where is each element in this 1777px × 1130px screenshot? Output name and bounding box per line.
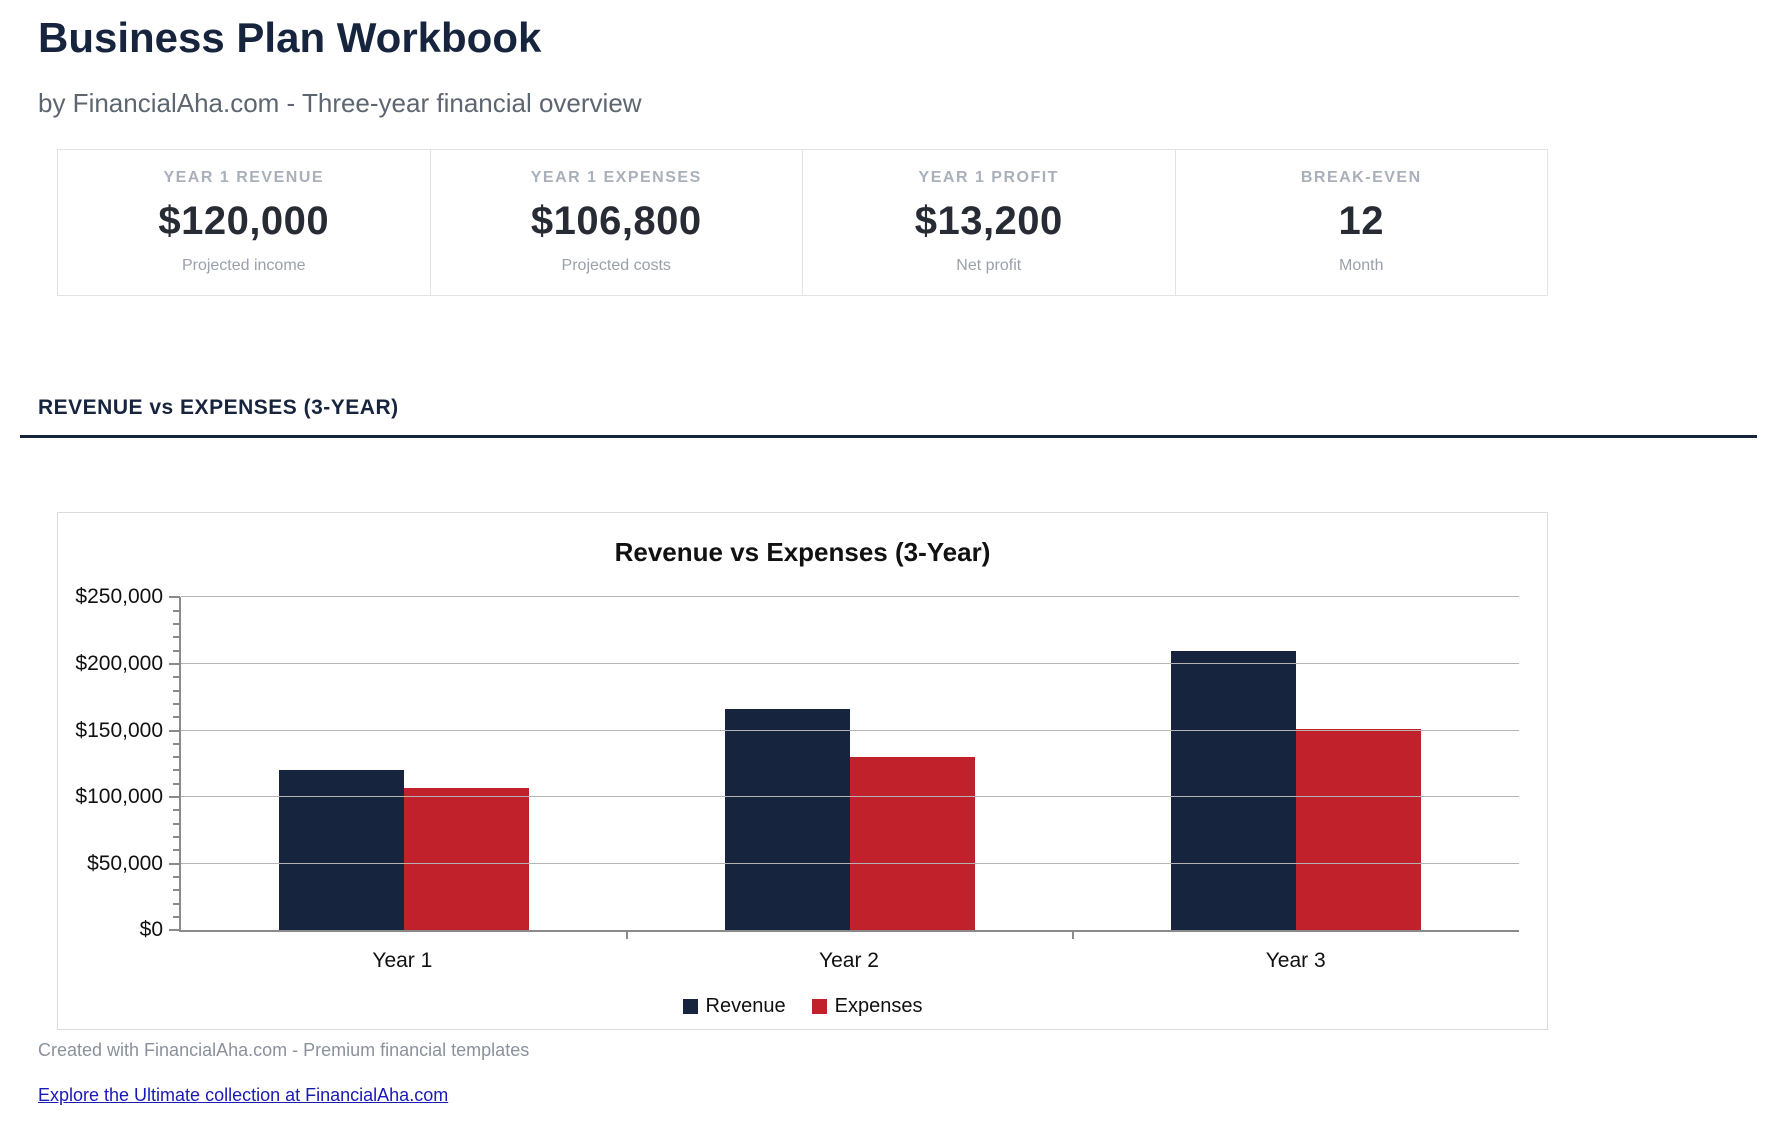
gridline xyxy=(181,729,1519,731)
stat-label: YEAR 1 PROFIT xyxy=(918,169,1059,187)
y-axis-minor-tick xyxy=(173,622,180,625)
y-axis-minor-tick xyxy=(173,609,180,612)
y-axis-tick xyxy=(169,662,180,665)
gridline xyxy=(181,662,1519,664)
y-axis-minor-tick xyxy=(173,836,180,839)
legend-label: Revenue xyxy=(705,995,786,1018)
section-rule xyxy=(20,435,1757,439)
y-axis-tick xyxy=(169,862,180,865)
plot-area: $0 $50,000 $100,000 $150,000 $200,000 $250,00… xyxy=(75,585,1519,941)
y-axis-minor-tick xyxy=(173,636,180,639)
footer-credit: Created with FinancialAha.com - Premium … xyxy=(38,1040,530,1061)
stat-card-break-even: BREAK-EVEN 12 Month xyxy=(1174,150,1548,296)
y-axis-minor-tick xyxy=(173,676,180,679)
y-axis-tick-label: $200,000 xyxy=(75,651,163,675)
stat-card-year1-profit: YEAR 1 PROFIT $13,200 Net profit xyxy=(802,150,1175,296)
stat-label: YEAR 1 REVENUE xyxy=(163,169,325,187)
stat-card-year1-revenue: YEAR 1 REVENUE $120,000 Projected income xyxy=(58,150,430,295)
y-axis-tick xyxy=(169,596,180,599)
stat-sublabel: Month xyxy=(1339,257,1384,275)
bar-groups xyxy=(181,597,1519,931)
page-subtitle: by FinancialAha.com - Three-year financi… xyxy=(38,88,642,119)
gridline xyxy=(181,596,1519,598)
y-axis-tick-label: $250,000 xyxy=(75,585,163,609)
y-axis-minor-tick xyxy=(173,915,180,918)
legend-item-revenue: Revenue xyxy=(682,995,786,1018)
y-axis-tick xyxy=(169,729,180,732)
y-axis-tick xyxy=(169,929,180,932)
bar-group-year-3 xyxy=(1073,597,1519,931)
x-axis-category-label: Year 1 xyxy=(372,949,433,973)
bar-expenses-year-2 xyxy=(850,757,975,931)
stat-value: $13,200 xyxy=(914,199,1063,244)
section-heading: REVENUE vs EXPENSES (3-YEAR) xyxy=(38,396,399,420)
kpi-stats-bar: YEAR 1 REVENUE $120,000 Projected income… xyxy=(57,149,1548,297)
chart-legend: Revenue Expenses xyxy=(58,995,1547,1018)
x-axis-category-label: Year 2 xyxy=(819,949,879,973)
y-axis-minor-tick xyxy=(173,702,180,705)
legend-item-expenses: Expenses xyxy=(811,995,923,1018)
bar-revenue-year-2 xyxy=(725,709,850,931)
x-axis-tick xyxy=(1071,930,1074,940)
y-axis-minor-tick xyxy=(173,822,180,825)
legend-swatch-icon xyxy=(682,999,698,1015)
stat-value: 12 xyxy=(1338,199,1384,244)
y-axis-minor-tick xyxy=(173,809,180,812)
stat-label: BREAK-EVEN xyxy=(1300,169,1422,187)
y-axis-minor-tick xyxy=(173,742,180,745)
y-axis-minor-tick xyxy=(173,689,180,692)
y-axis-minor-tick xyxy=(173,849,180,852)
chart-panel: Revenue vs Expenses (3-Year) $0 $50,000 $1… xyxy=(57,512,1548,1031)
y-axis-tick-label: $0 xyxy=(139,918,163,942)
bar-expenses-year-1 xyxy=(404,788,529,931)
x-axis-category-label: Year 3 xyxy=(1265,949,1326,973)
y-axis-tick-label: $150,000 xyxy=(75,718,163,742)
bar-group-year-2 xyxy=(627,597,1073,931)
bar-group-year-1 xyxy=(181,597,627,931)
y-axis-minor-tick xyxy=(173,782,180,785)
stat-label: YEAR 1 EXPENSES xyxy=(530,169,702,187)
y-axis-minor-tick xyxy=(173,769,180,772)
chart-title: Revenue vs Expenses (3-Year) xyxy=(614,537,991,568)
y-axis-minor-tick xyxy=(173,716,180,719)
footer-link[interactable]: Explore the Ultimate collection at Finan… xyxy=(38,1085,449,1106)
y-axis-minor-tick xyxy=(173,876,180,879)
y-axis-tick-label: $100,000 xyxy=(75,785,163,809)
gridline xyxy=(181,862,1519,864)
bar-expenses-year-3 xyxy=(1296,728,1421,931)
stat-sublabel: Projected income xyxy=(181,257,306,275)
stat-sublabel: Net profit xyxy=(956,257,1022,275)
legend-swatch-icon xyxy=(811,999,827,1015)
y-axis-minor-tick xyxy=(173,889,180,892)
stat-value: $106,800 xyxy=(530,199,702,244)
y-axis-minor-tick xyxy=(173,902,180,905)
gridline xyxy=(181,796,1519,798)
stat-value: $120,000 xyxy=(158,199,330,244)
y-axis-tick-label: $50,000 xyxy=(87,851,163,875)
page-title: Business Plan Workbook xyxy=(38,14,542,61)
y-axis-tick xyxy=(169,796,180,799)
y-axis-minor-tick xyxy=(173,756,180,759)
x-axis-labels: Year 1 Year 2 Year 3 xyxy=(179,948,1519,973)
legend-label: Expenses xyxy=(834,995,923,1018)
x-axis-tick xyxy=(625,930,628,940)
stat-card-year1-expenses: YEAR 1 EXPENSES $106,800 Projected costs xyxy=(429,150,803,296)
bar-revenue-year-3 xyxy=(1171,650,1296,931)
bar-revenue-year-1 xyxy=(279,770,404,931)
stat-sublabel: Projected costs xyxy=(561,257,671,275)
y-axis-minor-tick xyxy=(173,649,180,652)
